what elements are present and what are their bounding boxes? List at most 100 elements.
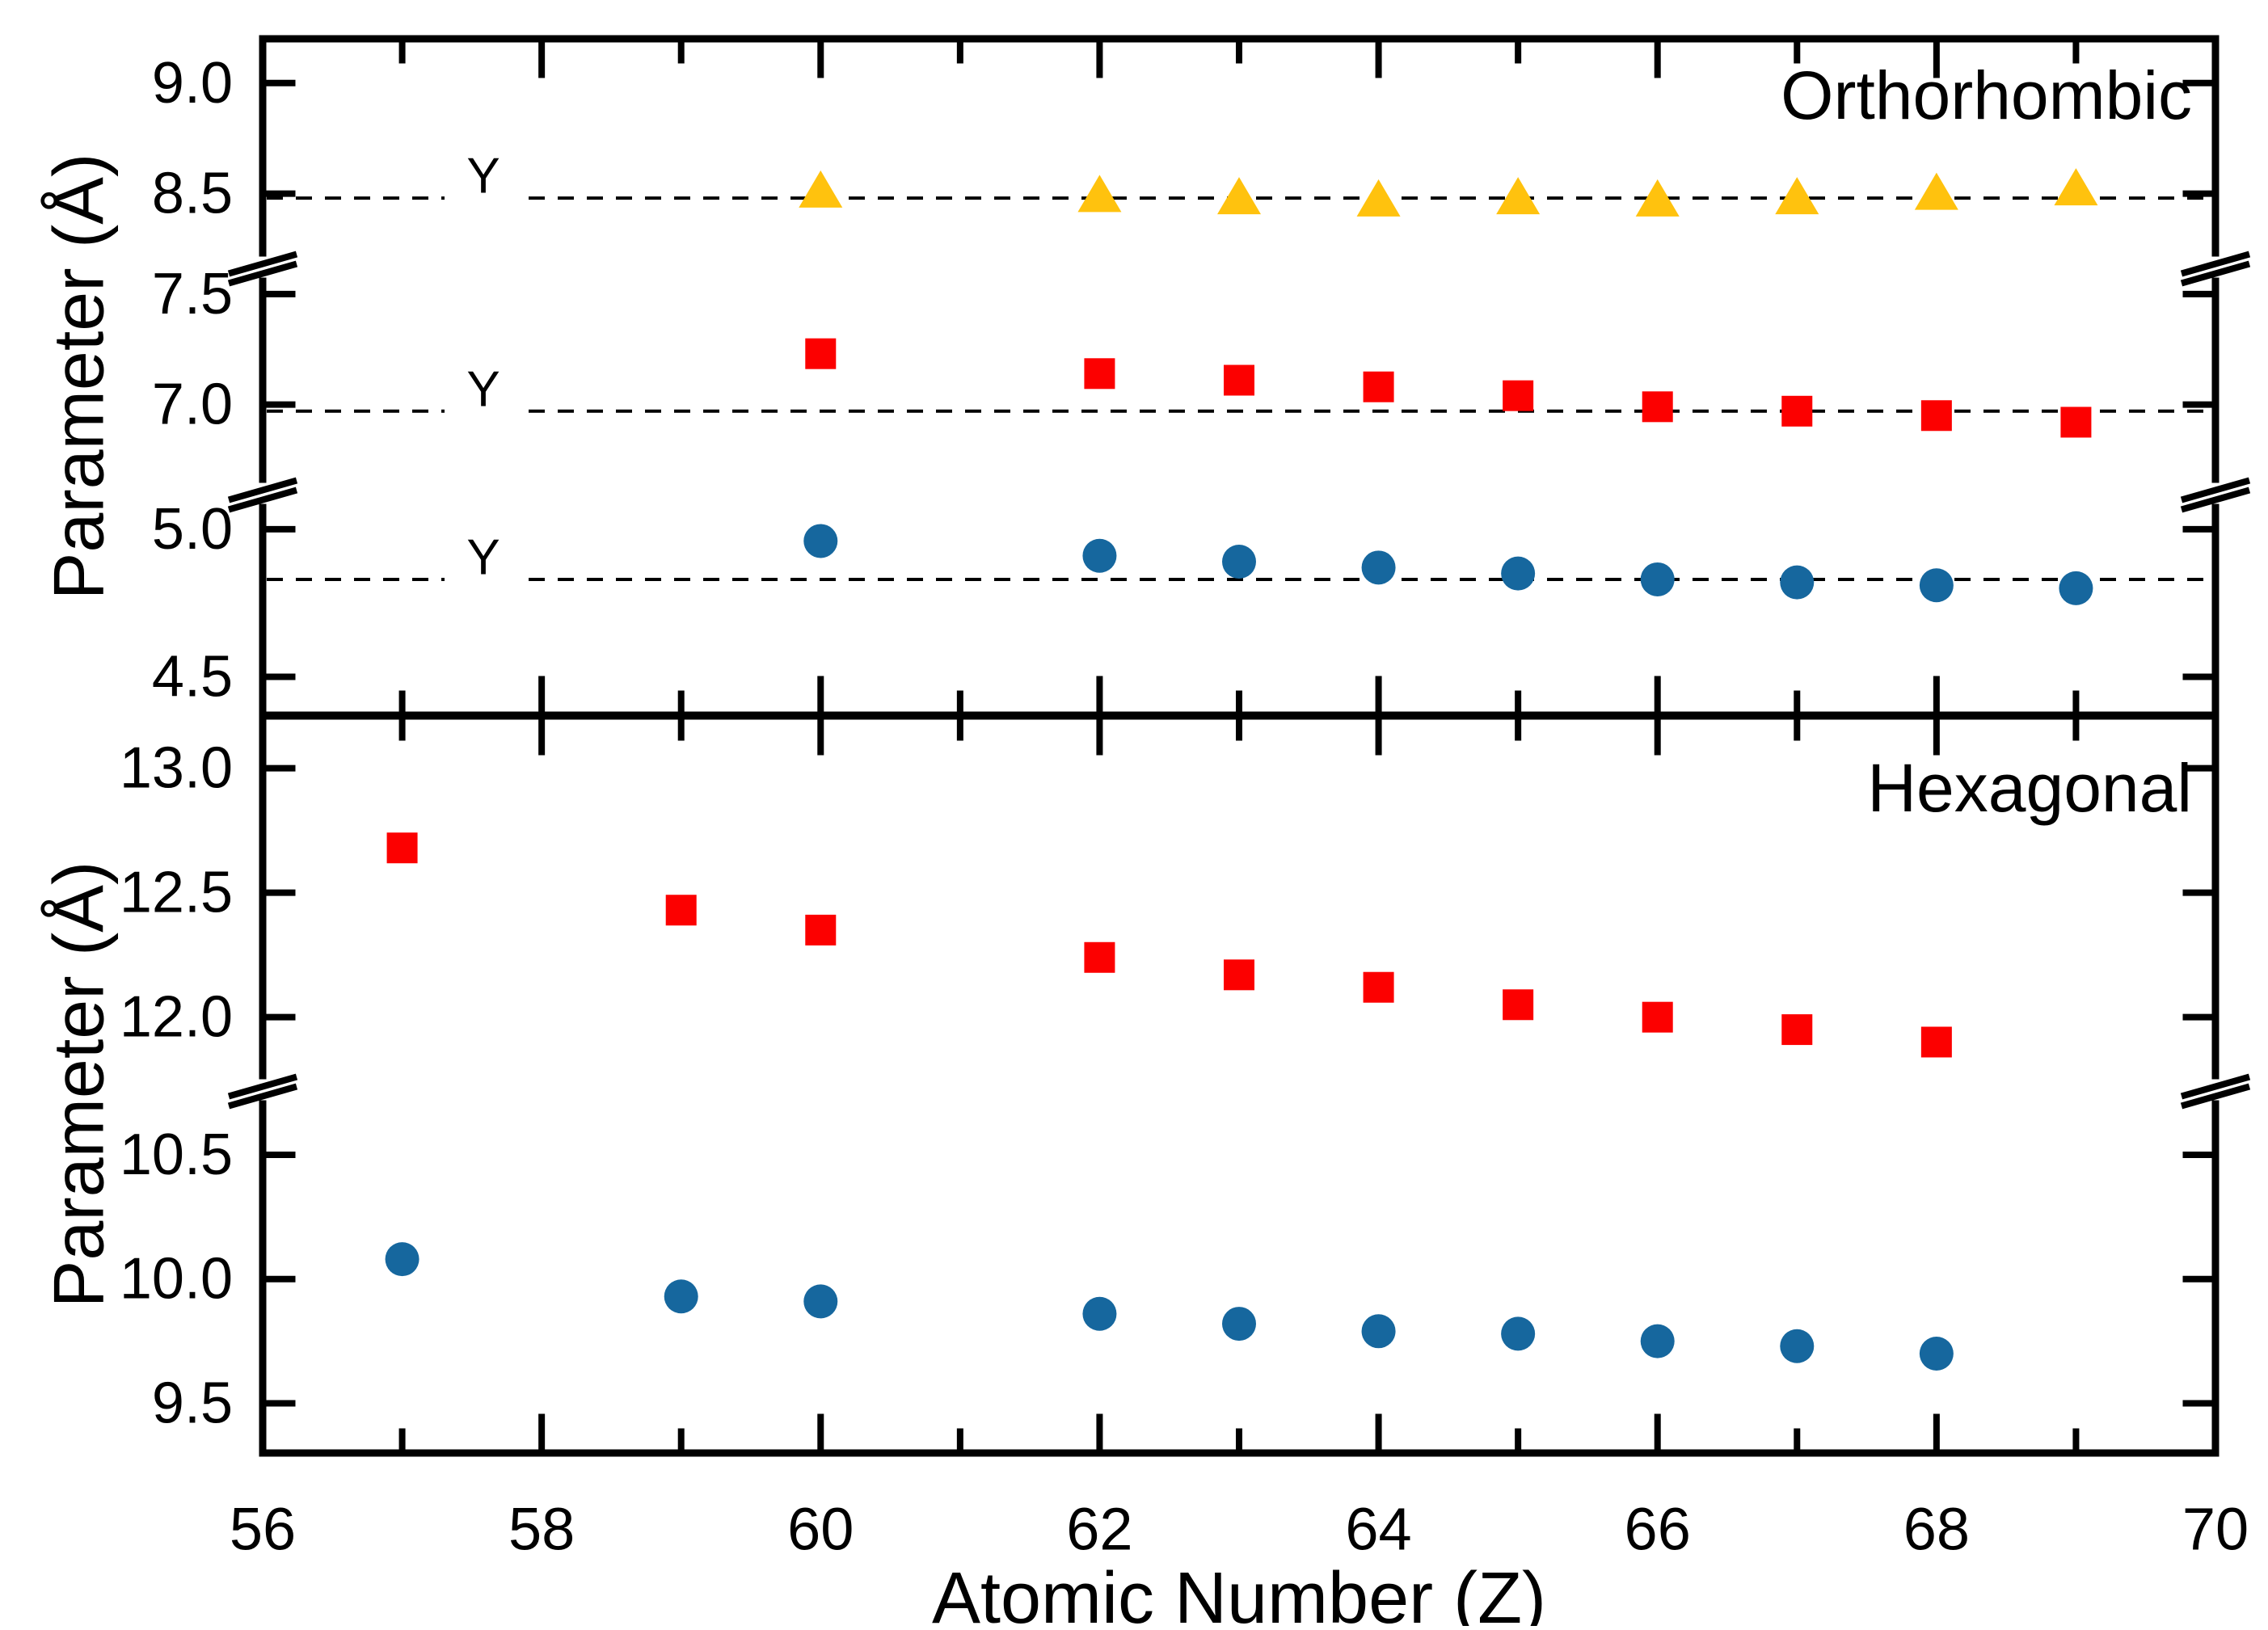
axis-break-icon (227, 486, 298, 513)
reference-label-backing (445, 150, 524, 204)
data-point-triangle (1635, 179, 1680, 217)
data-point-square (1642, 1001, 1673, 1033)
series-a-parameter-circle (385, 1242, 1954, 1371)
y-tick-label: 12.0 (120, 985, 233, 1050)
data-point-triangle (1496, 177, 1541, 215)
x-tick-label: 56 (230, 1496, 296, 1563)
data-point-circle (1501, 556, 1536, 591)
data-point-circle (1501, 1316, 1536, 1351)
data-point-square (1084, 941, 1115, 973)
axis-break-icon (227, 1083, 298, 1110)
data-point-triangle (1077, 175, 1122, 213)
data-point-square (1503, 989, 1534, 1021)
data-point-circle (1222, 1307, 1256, 1341)
data-point-circle (1082, 1296, 1117, 1331)
reference-line-label: Y (466, 361, 500, 417)
axis-break-icon (2180, 1083, 2251, 1110)
reference-label-backing (445, 530, 524, 584)
series-b-parameter-square (805, 338, 2092, 438)
y-tick-label: 9.5 (152, 1371, 233, 1435)
data-point-circle (1082, 538, 1117, 573)
axis-break-icon (2180, 251, 2251, 277)
x-tick-label: 58 (508, 1496, 575, 1563)
data-point-square (1363, 971, 1394, 1003)
y-tick-label: 8.5 (152, 162, 233, 226)
reference-line-label: Y (466, 149, 500, 204)
data-point-triangle (1914, 172, 1958, 210)
data-point-square (805, 914, 837, 946)
y-tick-label: 13.0 (120, 736, 233, 801)
axis-break-icon (2180, 260, 2251, 287)
data-point-triangle (1356, 179, 1401, 217)
data-point-square (805, 338, 837, 369)
data-point-square (1503, 380, 1534, 411)
data-point-square (1224, 959, 1254, 991)
data-point-triangle (799, 170, 843, 208)
data-point-circle (1361, 550, 1396, 585)
y-axis-label: Parameter (Å) (39, 154, 119, 600)
panel-title: Hexagonal (1867, 750, 2192, 826)
data-point-square (665, 895, 697, 926)
data-point-circle (803, 524, 838, 558)
series-c-parameter-triangle (799, 168, 2098, 217)
y-tick-label: 7.0 (152, 373, 233, 437)
data-point-square (1920, 1026, 1952, 1058)
x-tick-label: 66 (1625, 1496, 1691, 1563)
data-point-square (2060, 406, 2092, 438)
data-point-circle (1919, 568, 1954, 603)
data-point-square (1920, 400, 1952, 432)
panel-orthorhombic: Y Y Y 9.0 8.5 7.5 7.0 5.0 4.5 Orthorhombic Paramet… (39, 35, 2251, 719)
y-tick-label: 10.5 (120, 1122, 233, 1187)
data-point-square (1781, 395, 1813, 427)
data-point-square (386, 832, 418, 864)
data-point-square (1084, 358, 1115, 390)
x-tick-label: 68 (1903, 1496, 1970, 1563)
series-a-parameter-circle (803, 524, 2093, 605)
axis-break-icon (2180, 477, 2251, 503)
panel-title: Orthorhombic (1781, 57, 2192, 133)
axis-break-icon (227, 1073, 298, 1100)
data-point-circle (1780, 565, 1815, 600)
axis-break-icon (2180, 486, 2251, 513)
y-tick-label: 9.0 (152, 51, 233, 116)
y-tick-label: 4.5 (152, 645, 233, 710)
data-point-circle (2059, 571, 2093, 605)
y-tick-label: 7.5 (152, 262, 233, 326)
data-point-square (1642, 391, 1673, 423)
x-tick-label: 64 (1345, 1496, 1411, 1563)
y-tick-label: 10.0 (120, 1247, 233, 1312)
data-point-circle (1919, 1336, 1954, 1371)
data-point-triangle (1217, 177, 1261, 215)
axis-break-icon (227, 477, 298, 503)
x-axis-labels: 56 58 60 62 64 66 68 70 Atomic Number (Z) (230, 1496, 2249, 1630)
data-point-triangle (1775, 177, 1819, 215)
x-tick-label: 62 (1066, 1496, 1132, 1563)
data-point-circle (385, 1242, 419, 1277)
reference-label-backing (445, 362, 524, 416)
data-point-circle (803, 1284, 838, 1319)
data-point-triangle (2054, 168, 2098, 206)
x-tick-label: 60 (787, 1496, 854, 1563)
data-point-square (1224, 364, 1254, 396)
panel-hexagonal: 13.0 12.5 12.0 10.5 10.0 9.5 Hexagonal Paramete… (39, 712, 2251, 1457)
series-c-parameter-square (386, 832, 1952, 1058)
x-axis-title: Atomic Number (Z) (932, 1558, 1546, 1626)
data-point-circle (664, 1279, 698, 1314)
y-tick-label: 12.5 (120, 861, 233, 925)
data-point-square (1363, 371, 1394, 402)
x-tick-label: 70 (2182, 1496, 2249, 1563)
axis-break-icon (2180, 1073, 2251, 1100)
y-tick-label: 5.0 (152, 497, 233, 562)
y-axis-label: Parameter (Å) (39, 861, 119, 1308)
reference-line-label: Y (466, 529, 500, 585)
data-point-square (1781, 1014, 1813, 1046)
data-point-circle (1640, 1324, 1675, 1358)
data-point-circle (1222, 545, 1256, 579)
data-point-circle (1361, 1314, 1396, 1349)
axis-break-icon (227, 251, 298, 277)
data-point-circle (1640, 562, 1675, 596)
